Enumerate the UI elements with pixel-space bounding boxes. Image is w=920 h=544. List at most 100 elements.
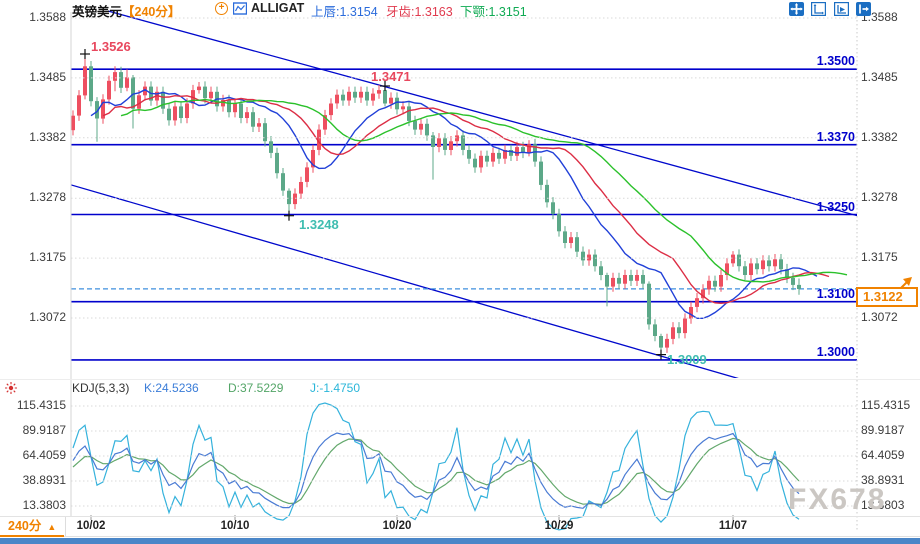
candle-body	[575, 237, 579, 252]
kdj-j-line	[72, 402, 800, 531]
candle-body	[797, 284, 801, 289]
trendline[interactable]	[68, 184, 740, 379]
candle-body	[197, 86, 201, 91]
candle-body	[329, 103, 333, 116]
symbol-name: 英镑美元	[72, 5, 123, 19]
candle-body	[269, 141, 273, 153]
candle-body	[473, 158, 477, 168]
candle-body	[263, 123, 267, 142]
candle-body	[125, 77, 129, 88]
candle-body	[779, 259, 783, 270]
candle-body	[401, 106, 405, 110]
candle-body	[641, 275, 645, 284]
candle-body	[353, 91, 357, 98]
alligator-teeth-value: 牙齿:1.3163	[386, 5, 453, 19]
crosshair-icon[interactable]	[789, 2, 804, 16]
candle-body	[653, 324, 657, 336]
alligator-jaw-line	[120, 98, 848, 283]
candle-body	[119, 72, 123, 88]
trendline[interactable]	[107, 10, 862, 217]
candle-body	[185, 103, 189, 118]
candle-body	[479, 155, 483, 168]
kdj-j-value: J:-1.4750	[310, 381, 361, 395]
candle-body	[629, 275, 633, 281]
timeframe-underline	[0, 535, 64, 537]
candle-body	[749, 263, 753, 275]
candle-body	[563, 231, 567, 243]
timeframe-value: 240分	[8, 519, 42, 533]
candle-body	[107, 80, 111, 100]
candle-body	[347, 91, 351, 101]
candle-body	[539, 161, 543, 185]
candle-body	[179, 106, 183, 118]
candle-body	[551, 202, 555, 214]
candle-body	[299, 182, 303, 194]
candle-body	[761, 260, 765, 270]
candle-body	[617, 277, 621, 284]
candle-body	[407, 106, 411, 121]
candle-body	[83, 66, 87, 96]
alligator-teeth-line	[102, 94, 830, 305]
candle-body	[725, 263, 729, 275]
candle-body	[557, 213, 561, 232]
candle-body	[785, 269, 789, 278]
candle-body	[719, 275, 723, 287]
candle-body	[515, 147, 519, 156]
candle-body	[497, 152, 501, 159]
chart-type-icon[interactable]	[232, 2, 248, 18]
candle-body	[503, 150, 507, 159]
candle-body	[419, 123, 423, 130]
candle-body	[317, 129, 321, 150]
candle-body	[365, 91, 369, 101]
candle-body	[545, 184, 549, 203]
candle-body	[305, 167, 309, 182]
scroll-right-icon[interactable]	[856, 2, 872, 16]
candle-body	[443, 138, 447, 150]
candle-body	[335, 94, 339, 104]
candle-body	[383, 90, 387, 104]
candle-body	[221, 100, 225, 107]
timeframe-selector[interactable]: 240分 ▲	[0, 517, 66, 536]
zoom-scale-icon[interactable]	[811, 2, 827, 17]
candle-body	[611, 277, 615, 287]
candle-body	[293, 193, 297, 205]
candle-body	[659, 336, 663, 348]
candle-body	[467, 150, 471, 159]
candle-body	[239, 103, 243, 118]
candle-body	[101, 99, 105, 119]
timeframe-up-triangle-icon: ▲	[47, 522, 57, 532]
candle-body	[143, 86, 147, 96]
kdj-d-line	[72, 437, 800, 506]
candle-body	[77, 95, 81, 116]
candle-body	[425, 123, 429, 136]
candle-body	[209, 91, 213, 99]
candle-body	[587, 254, 591, 261]
alligator-lips-value: 上唇:1.3154	[311, 5, 378, 19]
candle-body	[755, 263, 759, 270]
candle-body	[743, 266, 747, 275]
candle-body	[599, 266, 603, 275]
candle-body	[533, 144, 537, 162]
candle-body	[341, 94, 345, 101]
candle-body	[113, 72, 117, 81]
candle-body	[773, 259, 777, 267]
candle-body	[623, 275, 627, 284]
candle-body	[449, 141, 453, 150]
add-indicator-icon[interactable]: +	[215, 2, 228, 15]
candle-body	[491, 152, 495, 162]
candle-body	[509, 150, 513, 156]
candle-body	[521, 147, 525, 153]
price-pointer-arrowhead	[903, 277, 912, 286]
candle-body	[767, 260, 771, 267]
period-label[interactable]: 【240分】	[122, 5, 181, 19]
candle-body	[281, 173, 285, 191]
candle-body	[431, 135, 435, 147]
indicator-settings-icon[interactable]	[4, 381, 18, 400]
auto-scale-icon[interactable]	[833, 2, 849, 17]
candle-body	[581, 251, 585, 261]
candle-body	[371, 93, 375, 101]
candle-body	[413, 120, 417, 130]
candle-body	[683, 318, 687, 334]
candle-body	[701, 289, 705, 299]
